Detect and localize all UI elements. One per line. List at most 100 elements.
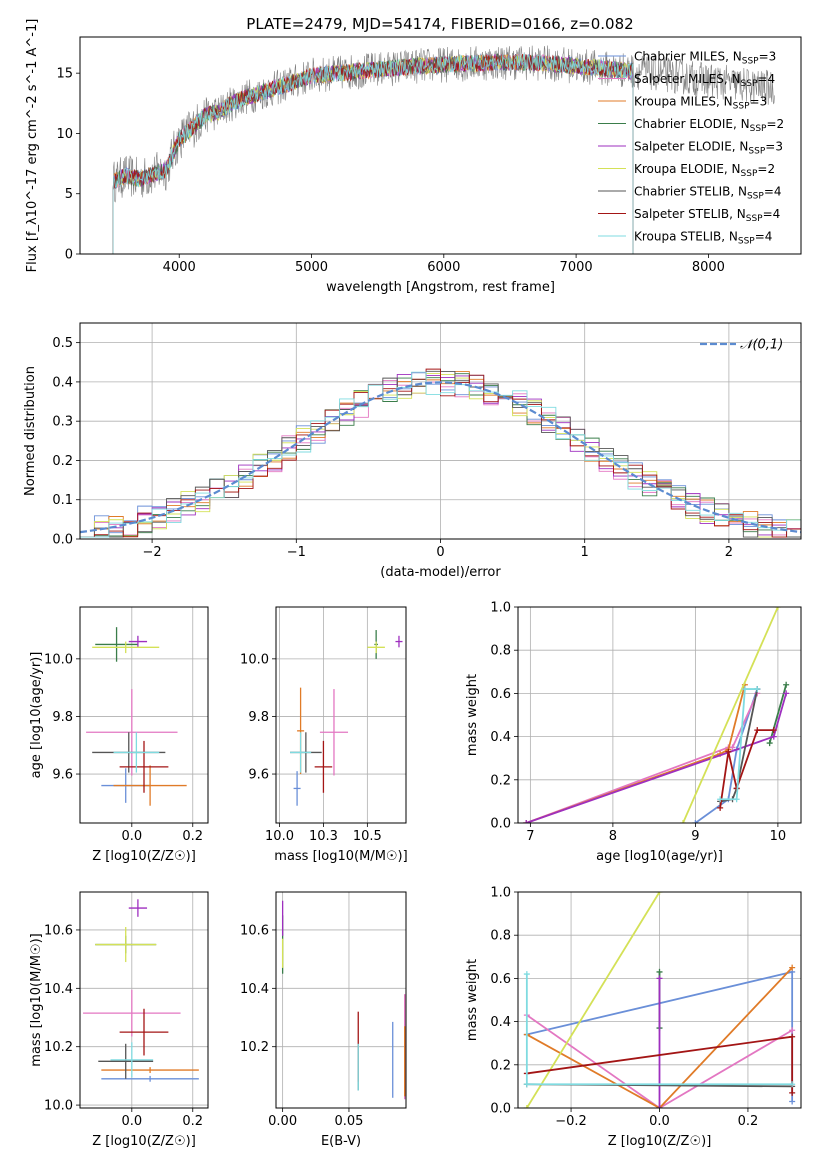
x-tick-label: 6000 bbox=[427, 260, 460, 275]
errorbar-point bbox=[314, 740, 333, 793]
series-marker bbox=[729, 744, 736, 751]
x-tick-label: 9 bbox=[691, 829, 699, 844]
series-marker bbox=[656, 968, 663, 975]
x-tick-label: 8 bbox=[609, 829, 617, 844]
series-marker bbox=[766, 740, 773, 747]
y-tick-label: 0.4 bbox=[490, 730, 511, 745]
series-marker bbox=[789, 1033, 796, 1040]
series-marker bbox=[789, 1027, 796, 1034]
y-tick-label: 9.6 bbox=[52, 768, 73, 783]
series-line bbox=[719, 688, 759, 803]
axes-frame bbox=[79, 322, 802, 540]
errorbar-point bbox=[83, 989, 181, 1037]
series-marker bbox=[789, 1081, 796, 1088]
errorbar-point bbox=[113, 732, 160, 773]
series-marker bbox=[717, 804, 724, 811]
legend-entry: Chabrier ELODIE, NSSP=2 bbox=[634, 117, 784, 134]
series-line bbox=[720, 688, 758, 801]
x-axis-label: Z [log10(Z/Z☉)] bbox=[92, 849, 196, 864]
plot-area bbox=[523, 892, 796, 1108]
y-tick-label: 0.2 bbox=[52, 454, 73, 469]
x-axis-label: age [log10(age/yr)] bbox=[596, 849, 723, 864]
y-tick-label: 0.8 bbox=[490, 644, 511, 659]
y-tick-label: 0.3 bbox=[52, 415, 73, 430]
y-tick-label: 10.6 bbox=[240, 923, 269, 938]
x-tick-label: 0.2 bbox=[182, 829, 203, 844]
x-tick-label: −0.2 bbox=[555, 1114, 587, 1129]
axes-frame bbox=[79, 36, 802, 255]
errorbar-point bbox=[367, 641, 385, 654]
y-tick-label: 9.6 bbox=[248, 768, 269, 783]
model-spectrum bbox=[112, 53, 634, 254]
legend-entry: Kroupa ELODIE, NSSP=2 bbox=[634, 162, 775, 179]
legend-entry: Chabrier MILES, NSSP=3 bbox=[634, 50, 776, 67]
series-marker bbox=[656, 892, 663, 895]
y-tick-label: 0.8 bbox=[490, 929, 511, 944]
model-spectrum bbox=[112, 54, 634, 254]
y-tick-label: 0.6 bbox=[490, 972, 511, 987]
y-tick-label: 10.4 bbox=[44, 982, 73, 997]
x-axis-label: Z [log10(Z/Z☉)] bbox=[92, 1134, 196, 1149]
series-marker bbox=[789, 1098, 796, 1105]
errorbar-point bbox=[319, 689, 349, 776]
errorbar-point bbox=[86, 689, 178, 776]
axes-frame bbox=[275, 891, 407, 1109]
axes-frame bbox=[79, 606, 209, 824]
y-tick-label: 0.4 bbox=[490, 1015, 511, 1030]
x-tick-label: 0.0 bbox=[121, 829, 142, 844]
legend-entry: Salpeter STELIB, NSSP=4 bbox=[634, 207, 780, 224]
plot-area bbox=[83, 899, 199, 1082]
x-tick-label: 0.2 bbox=[738, 1114, 759, 1129]
y-tick-label: 0.4 bbox=[52, 375, 73, 390]
x-tick-label: 4000 bbox=[163, 260, 196, 275]
y-tick-label: 0.1 bbox=[52, 493, 73, 508]
errorbar-point bbox=[95, 927, 157, 963]
y-tick-label: 1.0 bbox=[490, 601, 511, 616]
series-marker bbox=[774, 607, 781, 610]
x-tick-label: 7000 bbox=[560, 260, 593, 275]
y-tick-label: 5 bbox=[65, 187, 73, 202]
x-tick-label: −1 bbox=[287, 545, 306, 560]
series-marker bbox=[789, 964, 796, 971]
series-line bbox=[526, 1014, 793, 1108]
x-tick-label: 0 bbox=[436, 545, 444, 560]
x-axis-label: (data-model)/error bbox=[380, 565, 501, 580]
panel-age_vs_Z: 0.0 0.2 9.6 9.8 10.0 Z [log10(Z/Z☉)] age [log1… bbox=[29, 606, 209, 864]
x-axis-label: wavelength [Angstrom, rest frame] bbox=[326, 280, 555, 295]
x-tick-label: 0.2 bbox=[182, 1114, 203, 1129]
y-axis-label: mass weight bbox=[465, 674, 480, 756]
series-marker bbox=[523, 971, 530, 978]
series-marker bbox=[717, 796, 724, 803]
model-spectrum bbox=[112, 54, 634, 254]
normal-curve bbox=[80, 381, 801, 534]
x-tick-label: 10 bbox=[770, 829, 787, 844]
x-tick-label: 10.5 bbox=[353, 829, 382, 844]
errorbar-point bbox=[119, 1008, 169, 1056]
x-tick-label: 1 bbox=[581, 545, 589, 560]
y-tick-label: 10 bbox=[56, 127, 73, 142]
y-tick-label: 0.2 bbox=[490, 773, 511, 788]
x-tick-label: 0.0 bbox=[649, 1114, 670, 1129]
series-marker bbox=[754, 727, 761, 734]
y-tick-label: 10.0 bbox=[44, 1099, 73, 1114]
axes-frame bbox=[275, 606, 407, 824]
series-marker bbox=[783, 681, 790, 688]
x-tick-label: −2 bbox=[143, 545, 162, 560]
y-axis-label: Flux [f_λ10^-17 erg cm^-2 s^-1 A^-1] bbox=[25, 19, 40, 273]
errorbar-point bbox=[98, 1043, 154, 1079]
y-tick-label: 10.2 bbox=[44, 1040, 73, 1055]
series-marker bbox=[523, 1081, 530, 1088]
x-tick-label: 7 bbox=[526, 829, 534, 844]
series-marker bbox=[523, 1105, 530, 1108]
series-marker bbox=[656, 1105, 663, 1108]
errorbar-point bbox=[128, 635, 148, 648]
errorbar-point bbox=[395, 635, 403, 648]
plot-area bbox=[523, 607, 790, 823]
series-line bbox=[768, 684, 788, 744]
y-axis-label: mass weight bbox=[465, 959, 480, 1041]
plot-area bbox=[80, 368, 801, 538]
x-axis-label: mass [log10(M/M☉)] bbox=[274, 849, 407, 864]
y-axis-label: Normed distribution bbox=[23, 366, 38, 496]
